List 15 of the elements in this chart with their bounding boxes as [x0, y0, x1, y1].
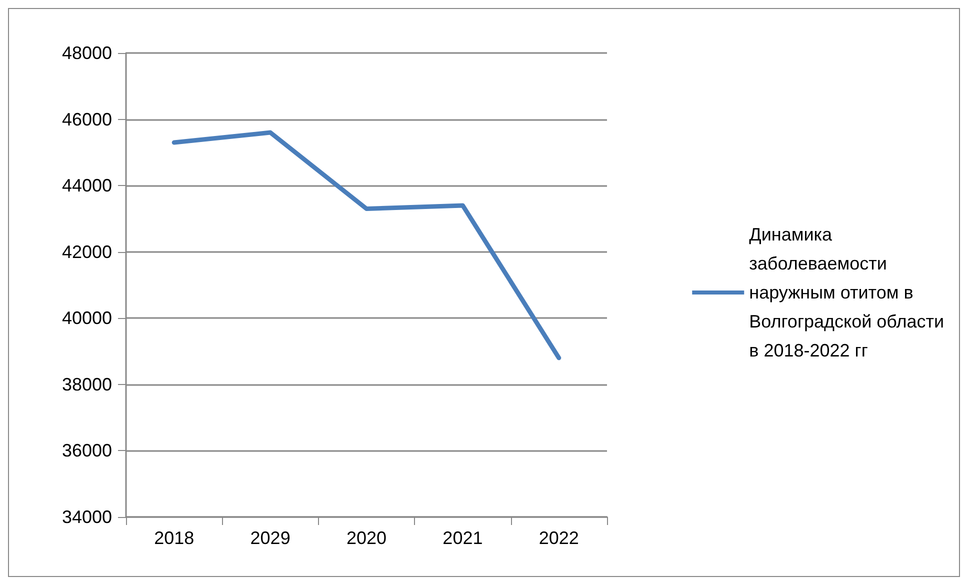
x-tick-label: 2018: [154, 528, 194, 548]
y-tick-label: 36000: [62, 440, 112, 461]
x-tick-label: 2029: [250, 528, 290, 548]
x-tick-label: 2022: [538, 528, 579, 548]
y-tick-label: 46000: [62, 109, 112, 130]
legend-label: Динамика заболеваемости наружным отитом в Волгоградской области в 2018-2022 гг: [749, 224, 944, 360]
y-tick-label: 42000: [62, 242, 112, 262]
y-tick-label: 40000: [62, 308, 112, 328]
line-series: [172, 130, 562, 360]
x-tick-label: 2021: [442, 528, 483, 548]
x-tick-label: 2020: [346, 528, 387, 548]
y-tick-label: 38000: [62, 374, 112, 394]
y-tick-label: 48000: [62, 43, 112, 63]
y-tick-label: 34000: [62, 507, 112, 527]
y-tick-label: 44000: [62, 176, 112, 196]
